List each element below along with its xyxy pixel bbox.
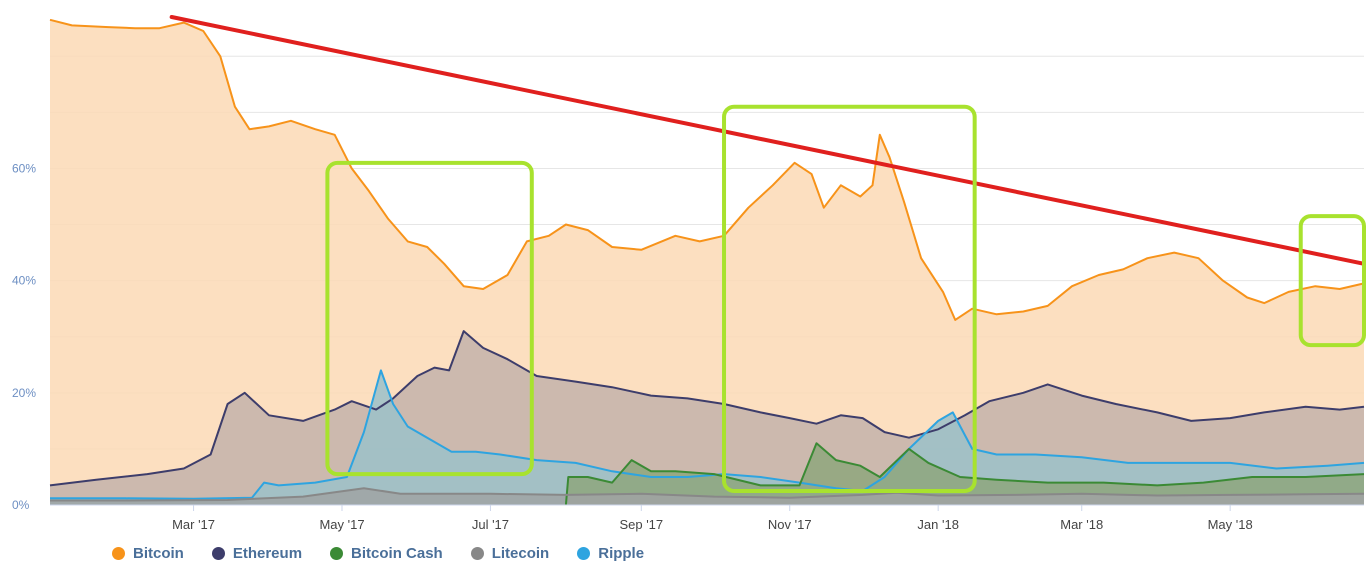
line-litecoin <box>50 487 1365 502</box>
area-ripple <box>50 370 1364 505</box>
x-axis-labels: Mar '17 May '17 Jul '17 Sep '17 Nov '17 Jan '… <box>172 517 1253 532</box>
legend-item-litecoin[interactable]: Litecoin <box>470 545 550 562</box>
y-tick-label: 0% <box>12 498 30 512</box>
line-ripple <box>50 369 1365 500</box>
line-bitcoin-cash <box>564 442 1365 506</box>
series-areas <box>50 19 1364 506</box>
legend-item-bitcoin-cash[interactable]: Bitcoin Cash <box>330 545 443 562</box>
x-tick-label: Mar '18 <box>1060 517 1103 532</box>
trend-line <box>169 15 1366 266</box>
highlight-box <box>722 104 977 493</box>
legend-label-litecoin: Litecoin <box>491 545 550 562</box>
highlight-box <box>1298 214 1366 348</box>
x-tick-label: Nov '17 <box>768 517 812 532</box>
legend-label-ethereum: Ethereum <box>232 545 303 562</box>
legend-dot-bitcoin <box>112 547 125 560</box>
legend-dot-litecoin <box>470 547 484 560</box>
y-tick-label: 40% <box>12 274 36 288</box>
legend-label-bitcoin-cash: Bitcoin Cash <box>351 545 443 562</box>
x-tick-label: Jul '17 <box>472 517 509 532</box>
x-tick-label: May '18 <box>1208 517 1253 532</box>
y-tick-label: 20% <box>12 386 36 400</box>
legend-dot-ethereum <box>211 547 225 560</box>
x-axis <box>50 504 1364 511</box>
line-ethereum <box>49 330 1365 487</box>
y-axis-labels: 0% 20% 40% 60% <box>12 161 36 512</box>
highlight-box <box>325 160 534 477</box>
legend: Bitcoin Ethereum Bitcoin Cash Litecoin R… <box>112 545 644 562</box>
legend-dot-ripple <box>577 547 591 560</box>
x-tick-label: Jan '18 <box>917 517 959 532</box>
x-tick-label: May '17 <box>319 517 364 532</box>
legend-dot-bitcoin-cash <box>330 547 344 560</box>
annotations <box>169 15 1366 493</box>
x-tick-label: Mar '17 <box>172 517 215 532</box>
x-tick-label: Sep '17 <box>619 517 663 532</box>
y-tick-label: 60% <box>12 161 36 175</box>
legend-item-ethereum[interactable]: Ethereum <box>211 545 303 562</box>
legend-item-bitcoin[interactable]: Bitcoin <box>112 545 184 562</box>
legend-item-ripple[interactable]: Ripple <box>577 545 644 562</box>
legend-label-ripple: Ripple <box>598 545 645 562</box>
legend-label-bitcoin: Bitcoin <box>133 545 184 562</box>
